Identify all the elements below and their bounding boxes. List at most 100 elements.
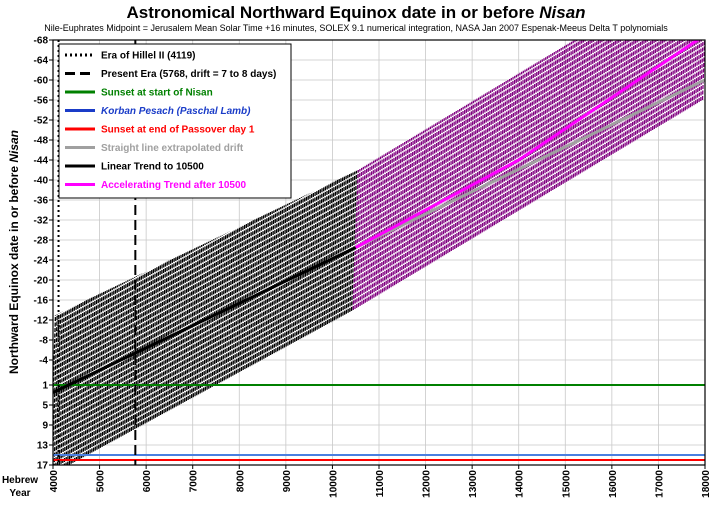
- band-stroke: [645, 40, 650, 135]
- band-stroke: [192, 246, 199, 398]
- band-stroke: [202, 241, 210, 392]
- band-stroke: [553, 48, 561, 189]
- band-stroke: [239, 224, 246, 372]
- band-stroke: [362, 163, 370, 304]
- band-stroke: [295, 197, 303, 341]
- band-stroke: [405, 137, 413, 278]
- band-stroke: [154, 264, 162, 418]
- x-tick-label: 6000: [142, 470, 153, 493]
- band-stroke: [548, 52, 556, 193]
- band-stroke: [419, 129, 426, 270]
- band-stroke: [337, 177, 344, 319]
- y-tick-label: -68: [34, 36, 49, 47]
- band-stroke: [633, 40, 638, 142]
- y-tick-label: -48: [34, 136, 49, 147]
- band-stroke: [359, 165, 366, 306]
- band-stroke: [641, 40, 647, 137]
- y-axis-label-emphasis: Nisan: [7, 130, 21, 163]
- band-stroke: [651, 40, 657, 131]
- band-stroke: [567, 40, 574, 181]
- band-stroke: [653, 40, 659, 129]
- band-stroke: [498, 82, 506, 223]
- band-stroke: [189, 248, 196, 400]
- band-stroke: [514, 72, 521, 213]
- band-stroke: [67, 306, 74, 465]
- band-stroke: [196, 244, 203, 396]
- y-tick-label: -12: [34, 316, 49, 327]
- band-stroke: [442, 116, 449, 257]
- band-stroke: [147, 268, 155, 422]
- band-stroke: [583, 40, 590, 172]
- band-stroke: [576, 40, 583, 176]
- chart-title-text: Astronomical Northward Equinox date in o…: [126, 3, 540, 22]
- band-stroke: [476, 95, 483, 236]
- band-stroke: [693, 40, 697, 106]
- band-stroke: [488, 88, 495, 229]
- band-stroke: [689, 40, 694, 108]
- band-stroke: [214, 235, 222, 386]
- band-stroke: [522, 67, 530, 208]
- legend-label: Present Era (5768, drift = 7 to 8 days): [101, 69, 276, 80]
- band-stroke: [223, 231, 230, 381]
- band-stroke: [414, 132, 421, 273]
- legend: Era of Hillel II (4119) Present Era (5768…: [58, 43, 292, 199]
- band-stroke: [534, 60, 542, 201]
- band-stroke: [185, 249, 193, 401]
- band-stroke: [323, 183, 330, 326]
- band-stroke: [144, 269, 151, 424]
- band-stroke: [595, 40, 601, 165]
- band-stroke: [608, 40, 615, 156]
- band-stroke: [259, 214, 266, 361]
- band-stroke: [433, 121, 440, 262]
- band-stroke: [454, 108, 461, 249]
- band-stroke: [156, 263, 163, 417]
- band-stroke: [276, 206, 284, 352]
- band-stroke: [225, 230, 232, 380]
- band-stroke: [471, 98, 478, 239]
- band-stroke: [374, 156, 382, 297]
- band-stroke: [600, 40, 606, 162]
- band-stroke: [304, 193, 311, 337]
- band-stroke: [299, 195, 306, 340]
- band-stroke: [555, 47, 562, 188]
- band-stroke: [261, 213, 268, 360]
- band-stroke: [569, 40, 576, 180]
- band-stroke: [631, 40, 637, 143]
- legend-item: Korban Pesach (Paschal Lamb): [65, 106, 251, 117]
- band-stroke: [285, 202, 292, 347]
- band-stroke: [390, 147, 397, 288]
- band-stroke: [691, 40, 696, 107]
- band-stroke: [270, 209, 277, 356]
- band-stroke: [256, 216, 263, 363]
- band-stroke: [326, 182, 334, 325]
- band-stroke: [435, 120, 442, 261]
- band-stroke: [311, 189, 318, 333]
- legend-item: Era of Hillel II (4119): [65, 51, 195, 62]
- band-stroke: [404, 138, 411, 279]
- band-stroke: [199, 243, 206, 394]
- band-stroke: [245, 221, 253, 369]
- band-stroke: [586, 40, 593, 170]
- band-stroke: [263, 212, 270, 359]
- band-stroke: [158, 263, 165, 416]
- y-tick-label: 5: [42, 401, 48, 412]
- band-stroke: [540, 57, 547, 198]
- band-stroke: [342, 174, 349, 316]
- band-stroke: [638, 40, 643, 139]
- band-stroke: [371, 158, 378, 299]
- x-tick-label: 9000: [282, 470, 293, 493]
- y-tick-label: -52: [34, 116, 49, 127]
- x-tick-label: 12000: [422, 470, 433, 498]
- y-tick-label: -8: [39, 336, 48, 347]
- legend-label: Straight line extrapolated drift: [101, 143, 244, 154]
- band-stroke: [280, 204, 287, 350]
- band-stroke: [694, 40, 699, 105]
- band-stroke: [292, 198, 299, 343]
- series-line: [355, 40, 701, 249]
- band-stroke: [213, 236, 220, 386]
- band-stroke: [626, 40, 632, 146]
- x-tick-label: 13000: [468, 470, 479, 498]
- band-stroke: [528, 64, 535, 205]
- legend-item: Linear Trend to 10500: [65, 162, 204, 173]
